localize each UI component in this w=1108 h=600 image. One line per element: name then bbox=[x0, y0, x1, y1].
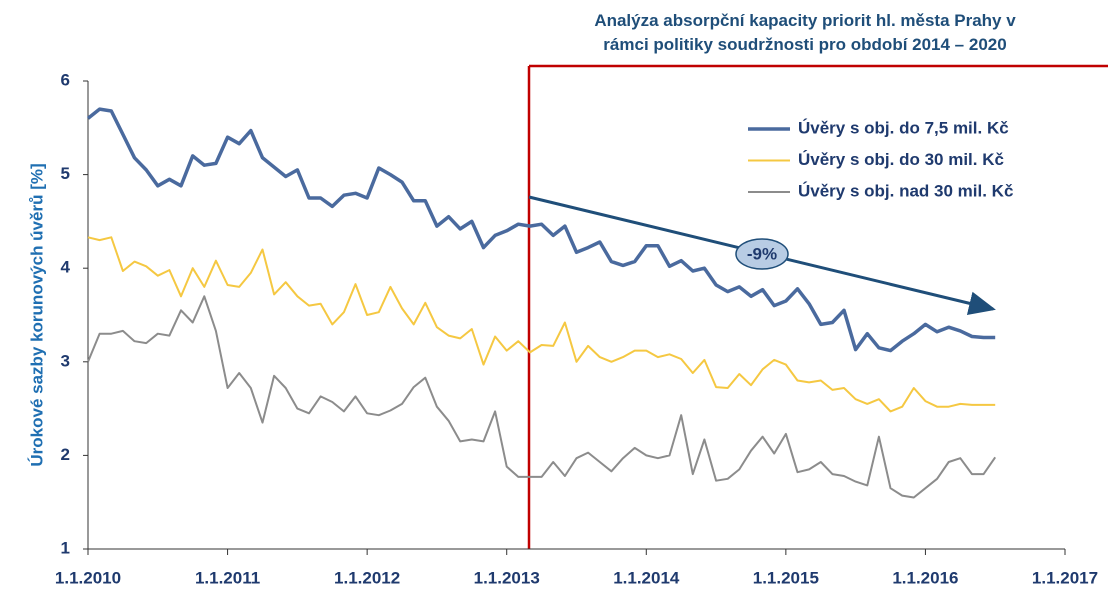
annotation: -9% bbox=[747, 244, 777, 263]
legend-label: Úvěry s obj. do 7,5 mil. Kč bbox=[798, 118, 1009, 137]
x-tick-label: 1.1.2017 bbox=[1032, 568, 1098, 587]
x-tick-label: 1.1.2015 bbox=[753, 568, 819, 587]
legend-label: Úvěry s obj. nad 30 mil. Kč bbox=[798, 181, 1013, 200]
y-tick-label: 5 bbox=[61, 164, 70, 183]
y-tick-label: 6 bbox=[61, 70, 70, 89]
x-tick-label: 1.1.2013 bbox=[474, 568, 540, 587]
y-tick-label: 1 bbox=[61, 538, 70, 557]
y-tick-label: 4 bbox=[61, 258, 71, 277]
series-line bbox=[86, 107, 996, 353]
x-tick-label: 1.1.2014 bbox=[613, 568, 680, 587]
series-line bbox=[87, 236, 996, 413]
x-tick-label: 1.1.2012 bbox=[334, 568, 400, 587]
series-line bbox=[87, 295, 997, 499]
legend-label: Úvěry s obj. do 30 mil. Kč bbox=[798, 150, 1004, 169]
chart-title: Analýza absorpční kapacity priorit hl. m… bbox=[594, 11, 1016, 54]
annotation-bubble bbox=[735, 238, 789, 270]
x-tick-label: 1.1.2011 bbox=[195, 568, 260, 587]
y-tick-label: 3 bbox=[61, 351, 70, 370]
y-tick-label: 2 bbox=[61, 445, 70, 464]
x-tick-label: 1.1.2016 bbox=[892, 568, 958, 587]
y-axis-label: Úrokové sazby korunových úvěrů [%] bbox=[27, 163, 46, 466]
x-tick-label: 1.1.2010 bbox=[55, 568, 121, 587]
